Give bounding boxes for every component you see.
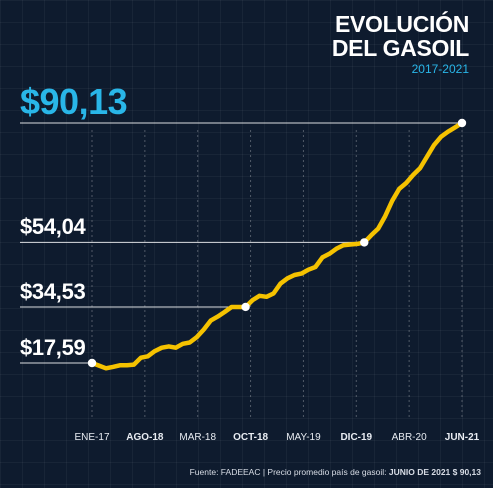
data-point [360,238,369,247]
title-block: EVOLUCIÓN DEL GASOIL 2017-2021 [332,12,469,76]
footer-separator: | [260,467,268,477]
series-line-gasoil [89,120,465,371]
price-label: $54,04 [20,214,86,240]
x-tick-label: AGO-18 [126,432,164,443]
footer-source: Fuente: FADEEAC | Precio promedio país d… [190,467,481,477]
current-price-label: $90,13 [20,81,128,122]
x-tick-label: ABR-20 [392,432,427,443]
chart-title: EVOLUCIÓN DEL GASOIL [331,11,469,61]
footer-highlight: JUNIO DE 2021 $ 90,13 [388,467,481,477]
x-tick-label: MAY-19 [286,432,321,443]
price-label: $34,53 [20,278,86,304]
data-point [87,358,97,368]
x-tick-label: OCT-18 [233,432,268,443]
price-label: $17,59 [20,335,86,360]
x-tick-label: JUN-21 [445,432,480,443]
chart-subtitle: 2017-2021 [411,62,469,76]
footer-source-label: Fuente: FADEEAC [189,467,261,477]
x-tick-label: DIC-19 [340,432,372,443]
data-point [241,302,250,312]
x-tick-label: MAR-18 [179,432,216,443]
x-tick-label: ENE-17 [74,432,109,443]
data-point [457,118,467,128]
footer-note: Precio promedio país de gasoil: [267,467,389,477]
